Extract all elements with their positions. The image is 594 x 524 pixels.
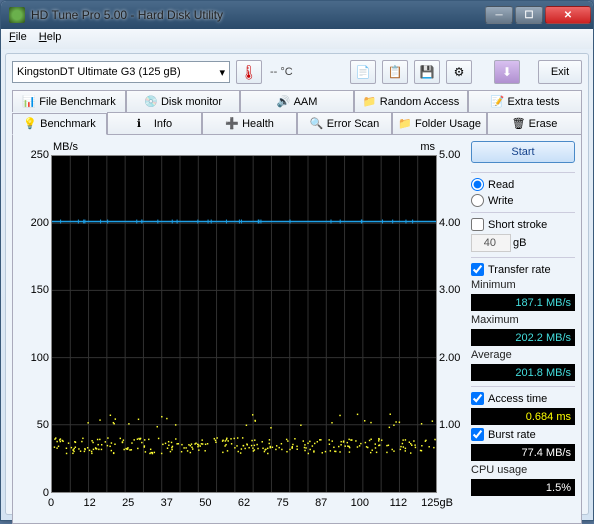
y-tick: 200 — [31, 217, 49, 229]
close-button[interactable]: ✕ — [545, 6, 591, 24]
drive-select[interactable]: KingstonDT Ultimate G3 (125 gB) ▾ — [12, 61, 230, 83]
save-button[interactable]: 💾 — [414, 60, 440, 84]
menu-help[interactable]: Help — [39, 31, 62, 47]
window-title: HD Tune Pro 5.00 - Hard Disk Utility — [31, 8, 485, 22]
x-tick: 87 — [315, 497, 327, 509]
disk-monitor-icon: 💿 — [144, 95, 158, 109]
cpu-usage-label: CPU usage — [471, 464, 575, 476]
tab-file-benchmark[interactable]: 📊File Benchmark — [12, 90, 126, 112]
average-value: 201.8 MB/s — [471, 364, 575, 381]
tab-disk-monitor[interactable]: 💿Disk monitor — [126, 90, 240, 112]
exit-button[interactable]: Exit — [538, 60, 582, 84]
minimum-value: 187.1 MB/s — [471, 294, 575, 311]
x-tick: 112 — [390, 497, 408, 509]
app-icon — [9, 7, 25, 23]
folder-usage-icon: 📁 — [398, 117, 412, 131]
start-button[interactable]: Start — [471, 141, 575, 163]
minimum-label: Minimum — [471, 279, 575, 291]
tab-info[interactable]: ℹInfo — [107, 112, 202, 134]
copy-info-button[interactable]: 📄 — [350, 60, 376, 84]
yr-tick: 3.00 — [439, 284, 460, 296]
toolbar: KingstonDT Ultimate G3 (125 gB) ▾ 🌡 -- °… — [12, 60, 582, 84]
yr-tick: 2.00 — [439, 352, 460, 364]
maximum-label: Maximum — [471, 314, 575, 326]
y-axis-label: MB/s — [53, 141, 78, 153]
cpu-usage-value: 1.5% — [471, 479, 575, 496]
error-scan-icon: 🔍 — [310, 117, 324, 131]
tab-row-upper: 📊File Benchmark 💿Disk monitor 🔊AAM 📁Rand… — [12, 90, 582, 112]
short-stroke-value[interactable]: gB — [471, 234, 575, 252]
maximize-button[interactable]: ☐ — [515, 6, 543, 24]
read-radio[interactable]: Read — [471, 178, 575, 191]
titlebar[interactable]: HD Tune Pro 5.00 - Hard Disk Utility ─ ☐… — [1, 1, 593, 29]
aam-icon: 🔊 — [277, 95, 291, 109]
y-tick: 100 — [31, 352, 49, 364]
side-panel: Start Read Write Short stroke gB Transfe… — [471, 141, 575, 517]
tab-random-access[interactable]: 📁Random Access — [354, 90, 468, 112]
transfer-rate-check[interactable]: Transfer rate — [471, 263, 575, 276]
extra-tests-icon: 📝 — [491, 95, 505, 109]
chart-area: MB/s ms 250 200 150 100 50 0 5.00 4.00 3.00 2.00 1… — [19, 141, 465, 517]
x-tick: 25 — [122, 497, 134, 509]
benchmark-chart — [51, 155, 437, 493]
x-tick: 12 — [83, 497, 95, 509]
tab-aam[interactable]: 🔊AAM — [240, 90, 354, 112]
burst-rate-value: 77.4 MB/s — [471, 444, 575, 461]
tab-benchmark[interactable]: 💡Benchmark — [12, 113, 107, 135]
yr-tick: 1.00 — [439, 419, 460, 431]
tab-health[interactable]: ➕Health — [202, 112, 297, 134]
file-benchmark-icon: 📊 — [22, 95, 36, 109]
content-panel: KingstonDT Ultimate G3 (125 gB) ▾ 🌡 -- °… — [5, 53, 589, 515]
x-tick: 0 — [48, 497, 54, 509]
x-tick: 62 — [238, 497, 250, 509]
burst-rate-check[interactable]: Burst rate — [471, 428, 575, 441]
benchmark-icon: 💡 — [23, 117, 37, 131]
x-tick: 75 — [276, 497, 288, 509]
chevron-down-icon: ▾ — [219, 66, 225, 79]
average-label: Average — [471, 349, 575, 361]
yr-axis-label: ms — [420, 141, 435, 153]
menubar: File Help — [1, 29, 593, 49]
random-access-icon: 📁 — [363, 95, 377, 109]
yr-tick: 4.00 — [439, 217, 460, 229]
refresh-button[interactable]: ⬇ — [494, 60, 520, 84]
access-time-check[interactable]: Access time — [471, 392, 575, 405]
tab-row-lower: 💡Benchmark ℹInfo ➕Health 🔍Error Scan 📁Fo… — [12, 112, 582, 134]
options-button[interactable]: ⚙ — [446, 60, 472, 84]
y-tick: 50 — [37, 419, 49, 431]
x-tick: 125gB — [421, 497, 453, 509]
x-tick: 37 — [161, 497, 173, 509]
x-tick: 50 — [199, 497, 211, 509]
info-icon: ℹ — [137, 117, 151, 131]
tab-extra-tests[interactable]: 📝Extra tests — [468, 90, 582, 112]
drive-select-label: KingstonDT Ultimate G3 (125 gB) — [17, 66, 181, 78]
tab-error-scan[interactable]: 🔍Error Scan — [297, 112, 392, 134]
tab-erase[interactable]: 🗑Erase — [487, 112, 582, 134]
yr-tick: 5.00 — [439, 149, 460, 161]
temperature-value: -- °C — [270, 66, 293, 78]
x-tick: 100 — [351, 497, 369, 509]
benchmark-panel: MB/s ms 250 200 150 100 50 0 5.00 4.00 3.00 2.00 1… — [12, 134, 582, 524]
maximum-value: 202.2 MB/s — [471, 329, 575, 346]
tab-folder-usage[interactable]: 📁Folder Usage — [392, 112, 487, 134]
minimize-button[interactable]: ─ — [485, 6, 513, 24]
app-window: HD Tune Pro 5.00 - Hard Disk Utility ─ ☐… — [0, 0, 594, 521]
health-icon: ➕ — [225, 117, 239, 131]
write-radio[interactable]: Write — [471, 194, 575, 207]
thermometer-icon: 🌡 — [236, 60, 262, 84]
menu-file[interactable]: File — [9, 31, 27, 47]
erase-icon: 🗑 — [512, 117, 526, 131]
access-time-value: 0.684 ms — [471, 408, 575, 425]
screenshot-button[interactable]: 📋 — [382, 60, 408, 84]
y-tick: 150 — [31, 284, 49, 296]
y-tick: 250 — [31, 149, 49, 161]
short-stroke-check[interactable]: Short stroke — [471, 218, 575, 231]
